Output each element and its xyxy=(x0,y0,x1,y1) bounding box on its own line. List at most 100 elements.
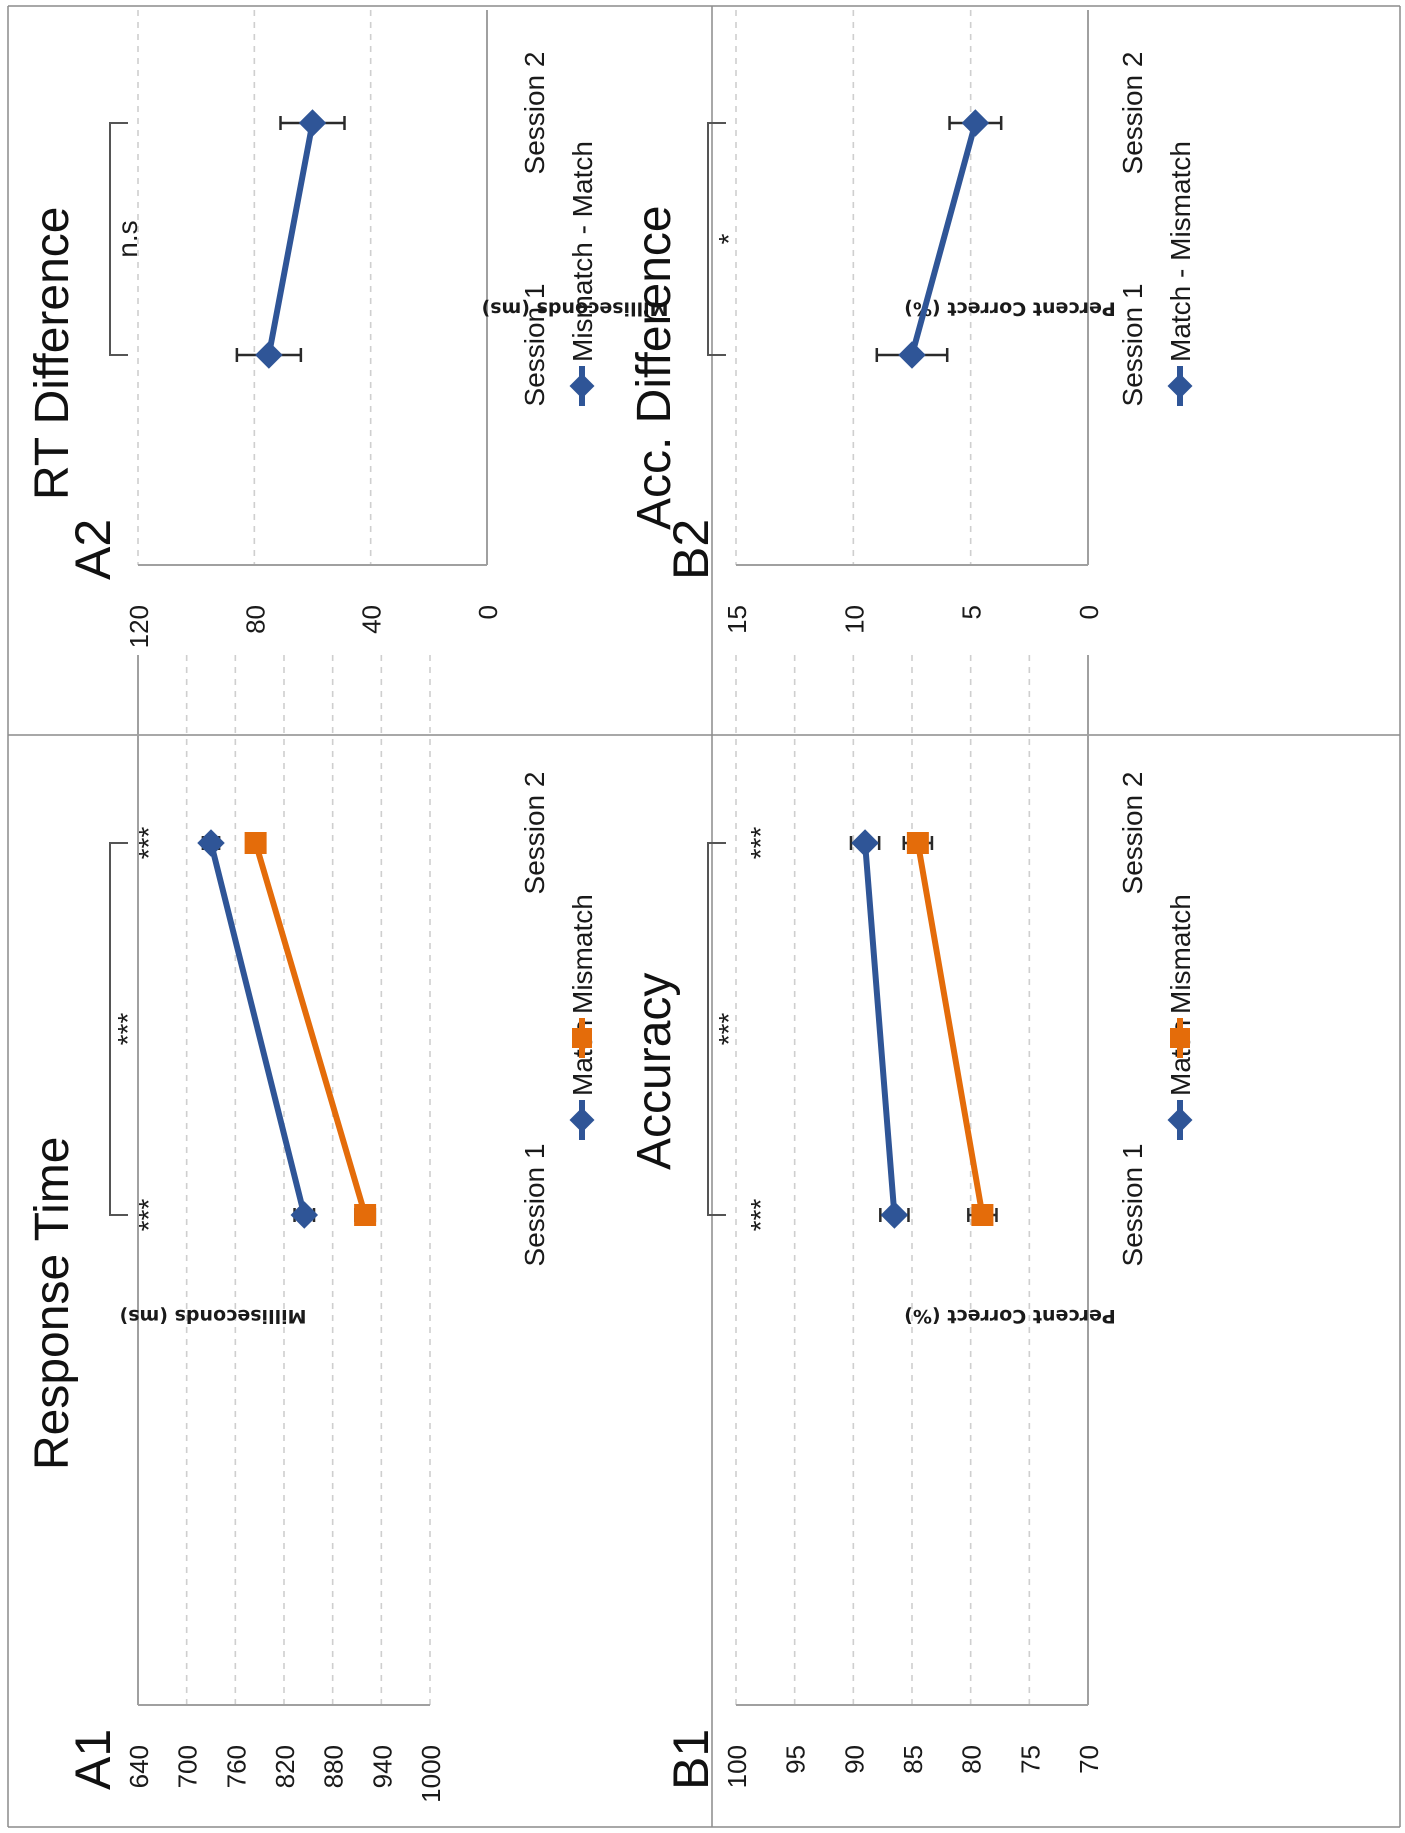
panel-title-a1: Response Time xyxy=(26,1137,79,1471)
series-line-b1-match xyxy=(862,840,898,1218)
y-tick-label-b1-100: 100 xyxy=(722,1745,752,1788)
legend-a1: MatchMismatch xyxy=(567,894,598,1140)
data-point-b1-mismatch-0 xyxy=(971,1204,994,1226)
panel-title-a2: RT Difference xyxy=(26,207,79,500)
y-tick-label-a1-700: 700 xyxy=(173,1745,203,1788)
series-a1-match xyxy=(197,829,319,1229)
panel-title-b1: Accuracy xyxy=(628,973,681,1170)
significance-b1: *** *** *** xyxy=(707,827,776,1232)
y-tick-label-b1-70: 70 xyxy=(1074,1745,1104,1774)
legend-label-a1-mismatch: Mismatch xyxy=(567,894,598,1014)
significance-bracket-a1 xyxy=(109,842,128,1216)
significance-label-b2-0: * xyxy=(713,233,744,244)
y-tick-label-a1-940: 940 xyxy=(367,1745,397,1788)
y-axis-label-a1: Milliseconds (ms) xyxy=(120,1305,307,1327)
series-line-b1-mismatch xyxy=(914,840,986,1218)
y-tick-label-a2-40: 40 xyxy=(357,605,387,634)
legend-b2: Match - Mismatch xyxy=(1165,141,1196,406)
x-category-label-a1-session-2: Session 2 xyxy=(519,772,550,895)
data-point-b1-match-1 xyxy=(851,829,879,857)
series-a2-mismatch-match xyxy=(235,109,346,369)
data-point-a2-mismatch-match-0 xyxy=(255,341,283,369)
legend-marker-b2-match-mismatch xyxy=(1167,373,1193,399)
panel-letter-b2: B2 xyxy=(663,519,719,580)
panel-a1: A1 Response Time 1000 940 880 820 760 700 640 Mil… xyxy=(26,655,598,1803)
significance-label-b1-2: *** xyxy=(745,827,776,860)
panel-b1: B1 Accuracy 100 95 90 85 80 75 70 Percent Correct… xyxy=(628,655,1196,1790)
x-category-label-a1-session-1: Session 1 xyxy=(519,1144,550,1267)
x-category-label-a2-session-2: Session 2 xyxy=(519,52,550,175)
y-tick-label-b2-5: 5 xyxy=(957,605,987,619)
legend-label-b1-mismatch: Mismatch xyxy=(1165,894,1196,1014)
y-tick-label-a2-120: 120 xyxy=(124,605,154,648)
x-category-label-a2-session-1: Session 1 xyxy=(519,284,550,407)
x-category-label-b1-session-2: Session 2 xyxy=(1117,772,1148,895)
data-point-b2-match-mismatch-0 xyxy=(898,341,926,369)
data-point-a2-mismatch-match-1 xyxy=(298,109,327,137)
legend-marker-a2-mismatch-match xyxy=(569,373,595,399)
series-line-a1-match xyxy=(208,840,308,1218)
significance-label-a1-1: *** xyxy=(112,1013,143,1046)
y-tick-label-b1-80: 80 xyxy=(957,1745,987,1774)
significance-b2: * xyxy=(707,122,744,356)
y-tick-label-b1-75: 75 xyxy=(1015,1745,1045,1774)
legend-label-a2-mismatch-match: Mismatch - Match xyxy=(567,141,598,362)
significance-bracket-a2 xyxy=(109,122,128,356)
y-tick-label-a2-0: 0 xyxy=(473,605,503,619)
y-tick-label-a1-880: 880 xyxy=(319,1745,349,1788)
series-line-a1-mismatch xyxy=(252,840,369,1218)
y-axis-label-a2: Milliseconds (ms) xyxy=(482,298,669,320)
significance-label-a1-0: *** xyxy=(133,1199,164,1232)
significance-label-a1-2: *** xyxy=(133,827,164,860)
y-tick-label-b2-10: 10 xyxy=(839,605,869,634)
data-point-a1-match-0 xyxy=(290,1201,319,1229)
series-line-a2-mismatch-match xyxy=(265,120,316,358)
series-b2-match-mismatch xyxy=(875,109,1003,369)
data-point-a1-match-1 xyxy=(197,829,225,857)
legend-marker-a1-match xyxy=(569,1107,595,1133)
series-line-b2-match-mismatch xyxy=(909,120,979,358)
legend-marker-b1-mismatch xyxy=(1170,1028,1190,1048)
panel-title-b2: Acc. Difference xyxy=(628,205,681,530)
y-tick-label-a1-1000: 1000 xyxy=(416,1745,446,1803)
data-point-b1-mismatch-1 xyxy=(906,832,929,854)
significance-label-b1-1: *** xyxy=(713,1013,744,1046)
data-point-b1-match-0 xyxy=(880,1201,909,1229)
x-category-label-b1-session-1: Session 1 xyxy=(1117,1144,1148,1267)
y-tick-label-a1-820: 820 xyxy=(270,1745,300,1788)
x-category-label-b2-session-1: Session 1 xyxy=(1117,284,1148,407)
data-point-a1-mismatch-0 xyxy=(354,1204,377,1226)
series-a1-mismatch xyxy=(244,832,377,1226)
panel-letter-a1: A1 xyxy=(65,1729,121,1790)
panel-dividers xyxy=(7,5,1401,1828)
y-tick-label-b2-15: 15 xyxy=(722,605,752,634)
y-tick-label-a1-640: 640 xyxy=(124,1745,154,1788)
significance-a1: *** *** *** xyxy=(109,827,164,1232)
y-tick-label-b1-85: 85 xyxy=(898,1745,928,1774)
data-point-b2-match-mismatch-1 xyxy=(961,109,990,137)
significance-label-b1-0: *** xyxy=(745,1199,776,1232)
y-tick-label-b1-95: 95 xyxy=(781,1745,811,1774)
legend-a2: Mismatch - Match xyxy=(567,141,598,406)
y-tick-label-b1-90: 90 xyxy=(839,1745,869,1774)
legend-b1: MatchMismatch xyxy=(1165,894,1196,1140)
legend-label-b2-match-mismatch: Match - Mismatch xyxy=(1165,141,1196,362)
y-axis-label-b1: Percent Correct (%) xyxy=(904,1305,1116,1327)
legend-marker-a1-mismatch xyxy=(572,1028,592,1048)
series-b1-match xyxy=(849,829,910,1229)
y-tick-label-b2-0: 0 xyxy=(1074,605,1104,619)
significance-bracket-b2 xyxy=(707,122,726,356)
y-tick-label-a2-80: 80 xyxy=(240,605,270,634)
y-axis-label-b2: Percent Correct (%) xyxy=(904,298,1116,320)
x-category-label-b2-session-2: Session 2 xyxy=(1117,52,1148,175)
y-tick-label-a1-760: 760 xyxy=(221,1745,251,1788)
legend-marker-b1-match xyxy=(1167,1107,1193,1133)
series-b1-mismatch xyxy=(902,832,998,1226)
significance-a2: n.s xyxy=(109,122,143,356)
significance-bracket-b1 xyxy=(707,842,726,1216)
panel-a2: A2 RT Difference 120 80 40 0 Milliseconds (ms)… xyxy=(26,10,669,648)
